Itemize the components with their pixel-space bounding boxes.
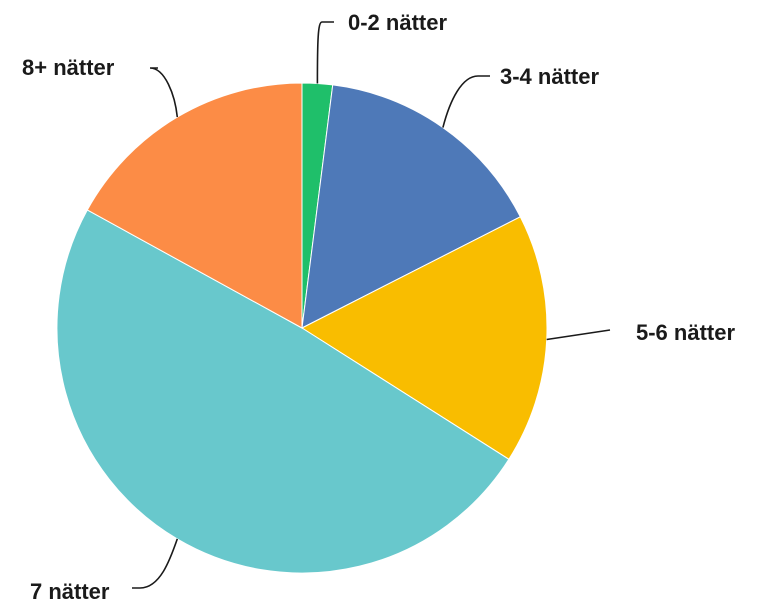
leader-line-3 (546, 329, 611, 341)
slice-label-1: 0-2 nätter (348, 10, 447, 35)
leader-line-2 (442, 75, 490, 128)
slice-label-5: 8+ nätter (22, 55, 115, 80)
pie-slice-5 (86, 82, 303, 329)
leader-line-4 (132, 538, 179, 589)
slice-label-2: 3-4 nätter (500, 64, 599, 89)
leader-line-1 (316, 21, 334, 84)
slice-labels: 0-2 nätter 3-4 nätter 5-6 nätter 7 nätter 8+… (22, 10, 735, 603)
pie-slice-2 (301, 84, 521, 329)
leader-line-5 (149, 67, 179, 118)
slice-label-4: 7 nätter (30, 579, 110, 603)
slice-label-3: 5-6 nätter (636, 320, 735, 345)
pie-slices (56, 82, 548, 574)
leader-lines (132, 21, 611, 589)
